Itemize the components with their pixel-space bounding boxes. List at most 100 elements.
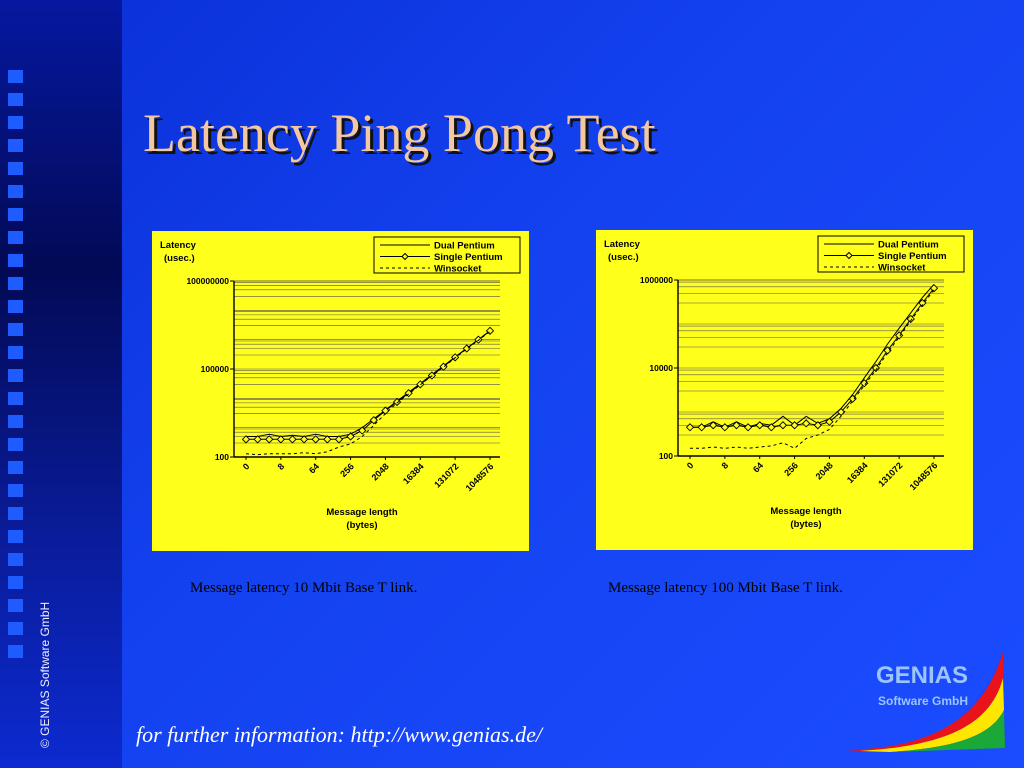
y-tick-label: 1000000 (640, 275, 673, 285)
series-line-dual-pentium (690, 283, 935, 428)
series-line-winsocket (690, 289, 935, 449)
data-point (732, 421, 741, 430)
x-tick-label: 256 (338, 461, 356, 479)
data-point (929, 284, 939, 293)
legend-label: Winsocket (878, 263, 926, 274)
data-point (836, 407, 846, 417)
data-point (392, 397, 402, 407)
decor-square (8, 553, 23, 566)
decor-square (8, 576, 23, 589)
data-point (906, 314, 915, 324)
y-tick-label: 10000 (649, 363, 673, 373)
legend-label: Single Pentium (878, 251, 947, 262)
legend-box (373, 236, 521, 274)
data-point (743, 423, 753, 432)
y-axis-label: (usec.) (608, 252, 639, 263)
decor-square (8, 645, 23, 658)
legend-marker (401, 252, 409, 261)
data-point (369, 416, 378, 425)
data-point (241, 435, 251, 444)
decor-square (8, 231, 23, 244)
decor-square (8, 300, 23, 313)
chart-100mbit-svg: Latency (usec.) 100 10000 1000000 0 8 64 256 2048… (604, 235, 965, 530)
data-point (346, 432, 355, 441)
chart-10mbit-svg: Latency (usec.) 100 100000 100000000 0 8 64 256 2… (160, 236, 521, 531)
x-axis-label: Message length (326, 507, 397, 518)
data-point (755, 421, 764, 430)
data-point (778, 421, 788, 430)
data-point (323, 435, 332, 444)
logo-swoosh (846, 652, 1006, 752)
decor-square (8, 70, 23, 83)
decor-square (8, 323, 23, 336)
x-tick-label: 1048576 (908, 460, 940, 492)
chart-10mbit: Latency (usec.) 100 100000 100000000 0 8 64 256 2… (152, 231, 529, 551)
data-point (720, 423, 729, 432)
decor-square (8, 461, 23, 474)
y-axis-label: (usec.) (164, 253, 195, 264)
decor-square (8, 622, 23, 635)
data-point (860, 379, 869, 388)
data-point (802, 419, 811, 428)
sidebar-band (0, 0, 122, 768)
legend-box (817, 235, 965, 273)
x-tick-label: 2048 (814, 460, 835, 481)
legend-label: Single Pentium (434, 252, 503, 263)
data-point (871, 363, 881, 373)
decor-square (8, 162, 23, 175)
caption-10mbit: Message latency 10 Mbit Base T link. (190, 580, 418, 596)
x-tick-label: 16384 (401, 461, 426, 486)
series-line-winsocket (245, 331, 491, 456)
x-tick-label: 8 (276, 461, 287, 472)
data-point (288, 435, 297, 444)
x-tick-label: 0 (241, 461, 252, 472)
x-tick-label: 256 (782, 460, 800, 478)
x-tick-label: 131072 (432, 461, 460, 489)
legend-marker (845, 251, 853, 260)
decor-square (8, 185, 23, 198)
x-tick-label: 16384 (845, 460, 870, 485)
series-line-dual-pentium (246, 330, 491, 438)
x-axis-label: Message length (770, 506, 841, 517)
y-axis-label: Latency (160, 240, 197, 251)
x-tick-label: 64 (307, 461, 321, 475)
data-point (265, 435, 274, 444)
x-tick-label: 0 (685, 460, 696, 471)
legend-label: Dual Pentium (878, 240, 939, 251)
decor-square (8, 530, 23, 543)
decor-square (8, 346, 23, 359)
footer-link[interactable]: for further information: http://www.geni… (136, 722, 542, 747)
data-point (709, 421, 718, 430)
data-point (685, 423, 695, 432)
x-axis-label: (bytes) (346, 520, 377, 531)
data-point (813, 421, 822, 430)
legend-label: Dual Pentium (434, 241, 495, 252)
decor-square (8, 116, 23, 129)
decorative-squares (8, 70, 28, 668)
data-point (825, 417, 834, 426)
data-point (253, 435, 262, 444)
decor-square (8, 277, 23, 290)
data-point (276, 435, 285, 444)
caption-100mbit: Message latency 100 Mbit Base T link. (608, 580, 843, 596)
data-point (334, 435, 344, 444)
decor-square (8, 507, 23, 520)
decor-square (8, 438, 23, 451)
data-point (358, 426, 367, 435)
decor-square (8, 484, 23, 497)
decor-square (8, 139, 23, 152)
decor-square (8, 369, 23, 382)
chart-100mbit: Latency (usec.) 100 10000 1000000 0 8 64 256 2048… (596, 230, 973, 550)
x-tick-label: 8 (720, 460, 731, 471)
copyright-text: © GENIAS Software GmbH (38, 601, 52, 748)
x-tick-label: 64 (751, 460, 765, 474)
data-point (767, 423, 776, 432)
x-tick-label: 2048 (370, 461, 391, 482)
data-point (697, 423, 706, 432)
legend-label: Winsocket (434, 264, 482, 275)
logo-name: GENIAS (875, 662, 968, 689)
y-tick-label: 100 (215, 452, 229, 462)
decor-square (8, 599, 23, 612)
y-tick-label: 100000 (201, 364, 230, 374)
x-axis-label: (bytes) (790, 519, 821, 530)
